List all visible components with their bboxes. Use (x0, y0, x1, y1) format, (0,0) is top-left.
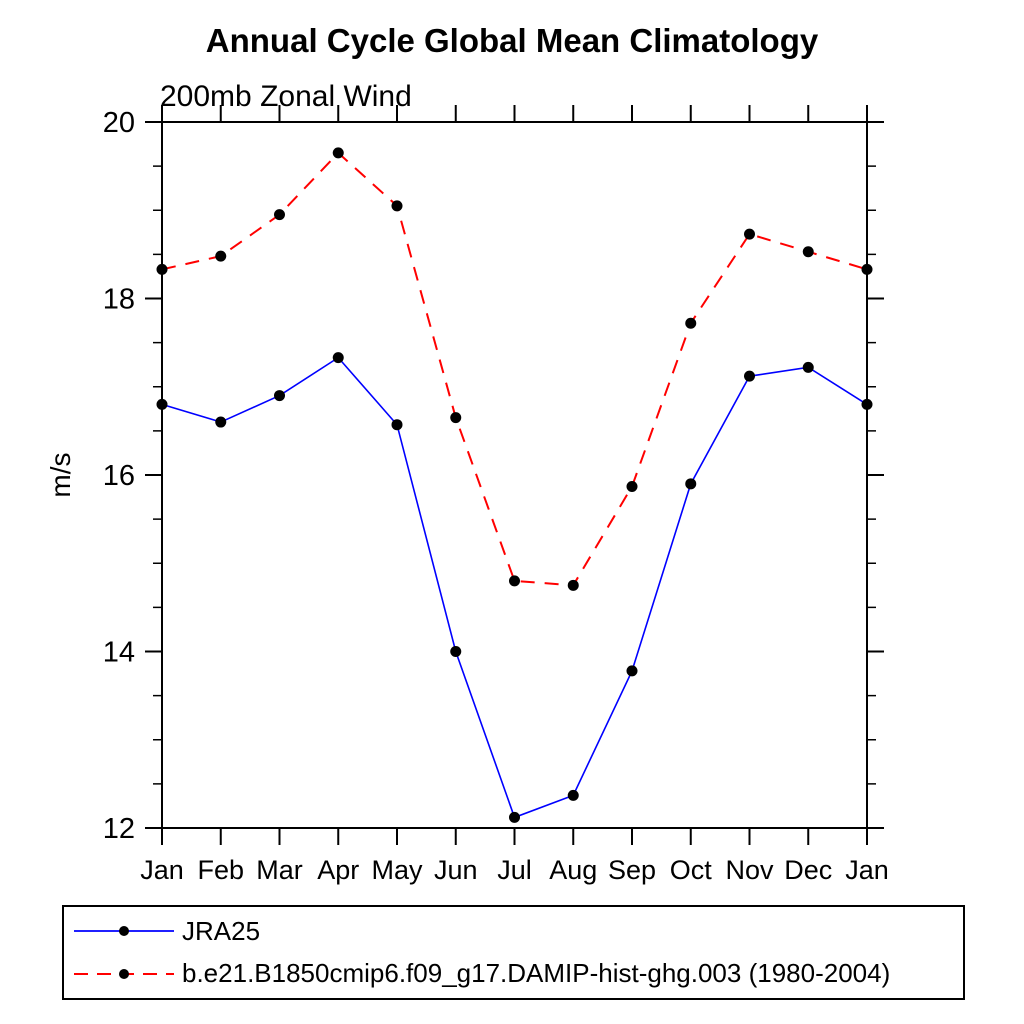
data-point-model-may-4 (391, 200, 403, 212)
x-tick-label: Sep (608, 855, 656, 885)
x-tick-label: Aug (549, 855, 597, 885)
plot-frame (161, 121, 868, 829)
data-point-jra25-jan-0 (156, 398, 168, 410)
data-point-jra25-apr-3 (332, 352, 344, 364)
data-point-model-oct-9 (685, 317, 697, 329)
y-tick-label: 12 (103, 813, 135, 845)
data-point-model-jan-12 (861, 263, 873, 275)
data-point-jra25-nov-10 (744, 370, 755, 382)
x-tick-label: Nov (725, 855, 774, 885)
series-line-jra25 (161, 356, 868, 819)
legend-label-jra25: JRA25 (182, 915, 261, 946)
x-tick-label: Oct (670, 855, 713, 885)
data-point-model-sep-8 (626, 480, 638, 492)
data-point-model-aug-7 (567, 579, 579, 591)
data-point-jra25-dec-11 (802, 361, 814, 373)
y-tick-label: 20 (103, 107, 135, 139)
data-point-model-nov-10 (744, 228, 755, 240)
data-point-jra25-mar-2 (274, 390, 285, 402)
data-point-model-dec-11 (802, 246, 814, 258)
x-tick-label: Apr (317, 855, 359, 885)
chart-title: Annual Cycle Global Mean Climatology (205, 22, 819, 59)
legend: JRA25 b.e21.B1850cmip6.f09_g17.DAMIP-his… (62, 905, 965, 1000)
data-point-model-apr-3 (332, 147, 344, 159)
x-tick-label: Jul (497, 855, 532, 885)
data-point-model-jan-0 (156, 263, 168, 275)
data-point-model-jun-5 (450, 412, 462, 424)
x-tick-label: Mar (256, 855, 303, 885)
data-point-model-jul-6 (509, 575, 520, 587)
x-tick-label: Dec (784, 855, 832, 885)
y-axis-label: m/s (45, 452, 76, 497)
x-tick-label: May (371, 855, 423, 885)
data-point-jra25-feb-1 (215, 416, 227, 428)
data-point-jra25-sep-8 (626, 665, 638, 677)
legend-sample-dashed-line-icon (74, 968, 174, 979)
data-point-jra25-jul-6 (509, 811, 520, 823)
x-tick-label: Jan (140, 855, 184, 885)
x-tick-label: Feb (197, 855, 244, 885)
legend-item-jra25: JRA25 (64, 910, 963, 952)
data-point-jra25-jan-12 (861, 398, 873, 410)
data-point-jra25-aug-7 (567, 789, 579, 801)
y-tick-label: 14 (103, 637, 135, 669)
x-tick-label: Jan (845, 855, 889, 885)
data-point-model-mar-2 (274, 209, 285, 221)
chart-subtitle: 200mb Zonal Wind (160, 80, 412, 113)
y-tick-label: 18 (103, 284, 135, 316)
series-line-model (161, 151, 868, 587)
legend-item-model: b.e21.B1850cmip6.f09_g17.DAMIP-hist-ghg.… (64, 953, 963, 995)
y-tick-label: 16 (103, 460, 135, 492)
data-point-jra25-may-4 (391, 419, 403, 431)
legend-label-model: b.e21.B1850cmip6.f09_g17.DAMIP-hist-ghg.… (182, 958, 891, 989)
data-point-jra25-oct-9 (685, 478, 697, 490)
data-point-model-feb-1 (215, 250, 227, 262)
data-point-jra25-jun-5 (450, 646, 462, 657)
legend-sample-solid-line-icon (74, 926, 174, 937)
x-tick-label: Jun (434, 855, 478, 885)
